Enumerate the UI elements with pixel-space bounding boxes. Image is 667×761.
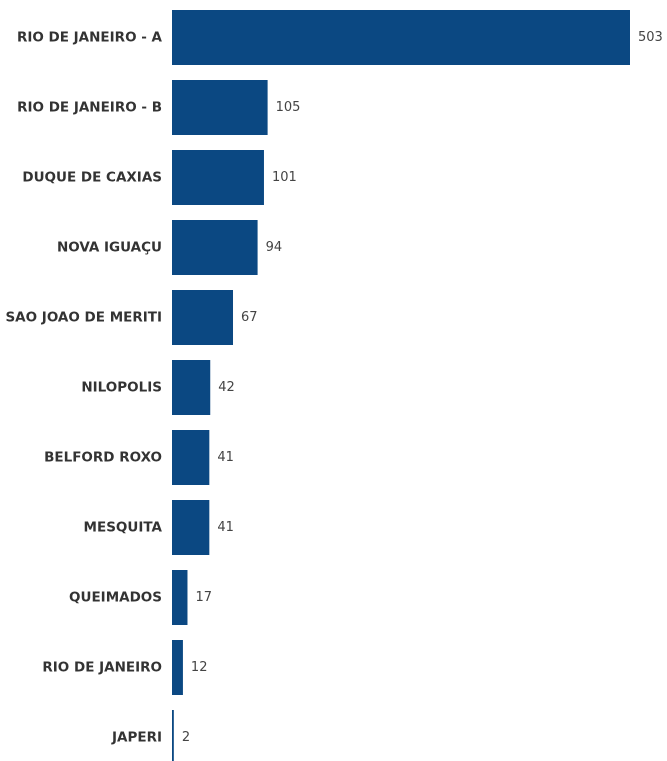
category-label: RIO DE JANEIRO [42, 660, 162, 676]
value-label: 2 [182, 730, 190, 745]
bar[interactable] [172, 360, 211, 415]
bar[interactable] [172, 570, 188, 625]
bar[interactable] [172, 430, 210, 485]
value-label: 42 [218, 380, 235, 395]
value-label: 17 [195, 590, 212, 605]
bar[interactable] [172, 10, 630, 65]
value-label: 503 [638, 30, 663, 45]
category-label: SAO JOAO DE MERITI [5, 310, 162, 326]
bar[interactable] [172, 710, 174, 761]
value-labels: 503 105 101 94 67 42 41 41 17 12 2 [182, 30, 663, 745]
bar[interactable] [172, 500, 210, 555]
category-label: JAPERI [111, 730, 162, 746]
category-label: NILOPOLIS [81, 380, 162, 396]
category-label: DUQUE DE CAXIAS [22, 170, 162, 186]
category-label: QUEIMADOS [69, 590, 162, 606]
value-label: 41 [217, 520, 234, 535]
bar[interactable] [172, 640, 183, 695]
category-labels: RIO DE JANEIRO - A RIO DE JANEIRO - B DUQU… [5, 30, 162, 746]
value-label: 12 [191, 660, 208, 675]
value-label: 105 [276, 100, 301, 115]
category-label: BELFORD ROXO [44, 450, 162, 466]
bar[interactable] [172, 220, 258, 275]
bar[interactable] [172, 150, 264, 205]
category-label: RIO DE JANEIRO - B [17, 100, 162, 116]
category-label: MESQUITA [84, 520, 163, 536]
bar[interactable] [172, 290, 234, 345]
value-label: 41 [217, 450, 234, 465]
value-label: 67 [241, 310, 258, 325]
category-label: RIO DE JANEIRO - A [17, 30, 163, 46]
value-label: 94 [266, 240, 283, 255]
bar[interactable] [172, 80, 268, 135]
bars-group [172, 10, 630, 761]
category-label: NOVA IGUAÇU [57, 240, 162, 256]
value-label: 101 [272, 170, 297, 185]
